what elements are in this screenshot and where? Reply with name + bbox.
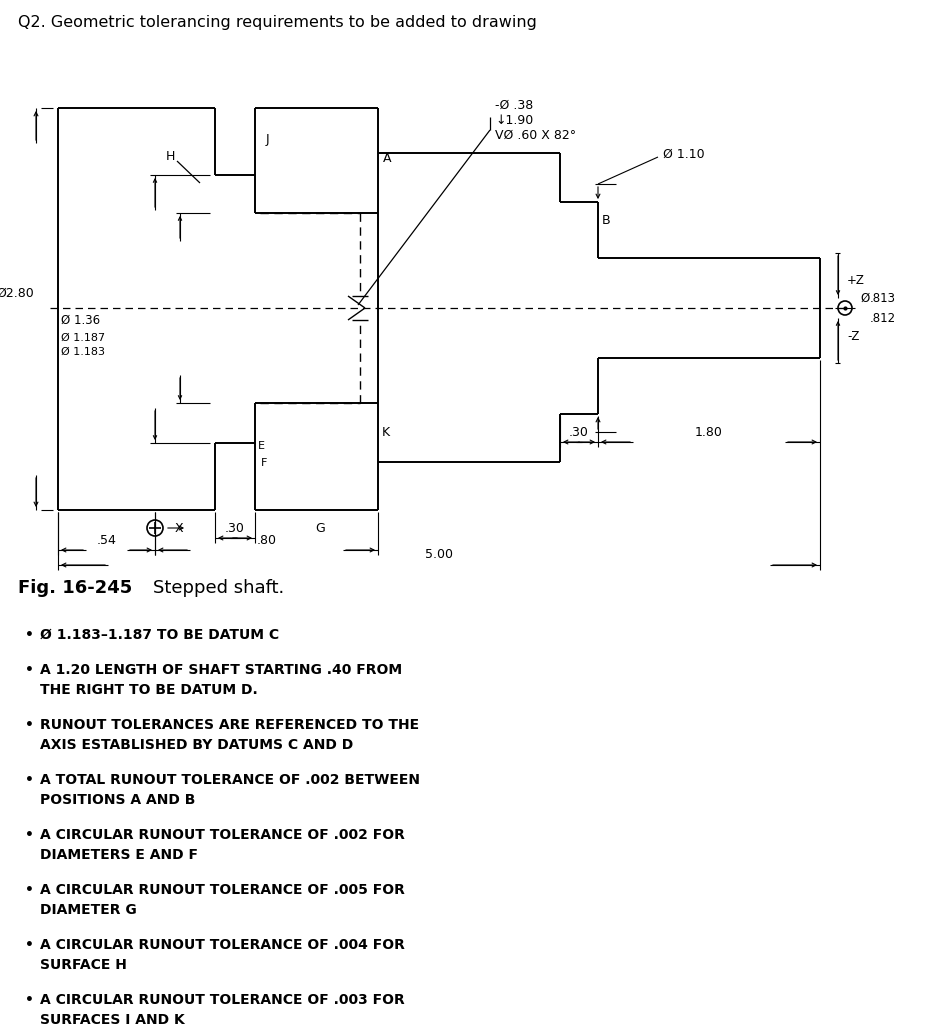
- Text: SURFACES J AND K: SURFACES J AND K: [40, 1013, 185, 1024]
- Text: Ø: Ø: [860, 292, 870, 304]
- Text: .813: .813: [870, 292, 896, 304]
- Text: DIAMETERS E AND F: DIAMETERS E AND F: [40, 848, 198, 862]
- Text: Ø 1.36: Ø 1.36: [61, 313, 100, 327]
- Text: A CIRCULAR RUNOUT TOLERANCE OF .003 FOR: A CIRCULAR RUNOUT TOLERANCE OF .003 FOR: [40, 993, 405, 1007]
- Text: AXIS ESTABLISHED BY DATUMS C AND D: AXIS ESTABLISHED BY DATUMS C AND D: [40, 738, 353, 752]
- Text: Ø 1.183–1.187 TO BE DATUM C: Ø 1.183–1.187 TO BE DATUM C: [40, 628, 279, 642]
- Text: K: K: [382, 426, 390, 438]
- Text: 1.80: 1.80: [695, 426, 723, 438]
- Text: Q2. Geometric tolerancing requirements to be added to drawing: Q2. Geometric tolerancing requirements t…: [18, 14, 537, 30]
- Text: A CIRCULAR RUNOUT TOLERANCE OF .004 FOR: A CIRCULAR RUNOUT TOLERANCE OF .004 FOR: [40, 938, 405, 952]
- Text: .30: .30: [225, 521, 245, 535]
- Text: •: •: [25, 828, 34, 842]
- Text: E: E: [258, 441, 265, 451]
- Text: 5.00: 5.00: [425, 549, 453, 561]
- Text: .812: .812: [870, 311, 896, 325]
- Text: .30: .30: [569, 426, 589, 438]
- Text: J: J: [265, 133, 269, 146]
- Text: •: •: [25, 938, 34, 952]
- Text: .54: .54: [96, 534, 117, 547]
- Text: A CIRCULAR RUNOUT TOLERANCE OF .005 FOR: A CIRCULAR RUNOUT TOLERANCE OF .005 FOR: [40, 883, 405, 897]
- Text: G: G: [315, 521, 325, 535]
- Text: DIAMETER G: DIAMETER G: [40, 903, 137, 918]
- Text: Ø 1.10: Ø 1.10: [663, 147, 705, 161]
- Text: THE RIGHT TO BE DATUM D.: THE RIGHT TO BE DATUM D.: [40, 683, 257, 697]
- Text: X: X: [175, 521, 183, 535]
- Text: •: •: [25, 773, 34, 787]
- Text: A 1.20 LENGTH OF SHAFT STARTING .40 FROM: A 1.20 LENGTH OF SHAFT STARTING .40 FROM: [40, 663, 402, 677]
- Text: B: B: [602, 213, 610, 226]
- Text: F: F: [261, 458, 268, 468]
- Text: .80: .80: [257, 534, 277, 547]
- Text: Ø2.80: Ø2.80: [0, 287, 34, 299]
- Text: H: H: [166, 151, 175, 164]
- Text: Ø 1.183: Ø 1.183: [61, 347, 105, 357]
- Text: RUNOUT TOLERANCES ARE REFERENCED TO THE: RUNOUT TOLERANCES ARE REFERENCED TO THE: [40, 718, 419, 732]
- Text: -Z: -Z: [847, 330, 859, 342]
- Text: SURFACE H: SURFACE H: [40, 958, 127, 972]
- Text: •: •: [25, 628, 34, 642]
- Text: ↓1.90: ↓1.90: [495, 114, 533, 127]
- Text: •: •: [25, 663, 34, 677]
- Text: VØ .60 X 82°: VØ .60 X 82°: [495, 128, 576, 141]
- Text: -Ø .38: -Ø .38: [495, 98, 533, 112]
- Text: •: •: [25, 993, 34, 1007]
- Text: +Z: +Z: [847, 273, 865, 287]
- Text: Ø 1.187: Ø 1.187: [61, 333, 106, 343]
- Text: A TOTAL RUNOUT TOLERANCE OF .002 BETWEEN: A TOTAL RUNOUT TOLERANCE OF .002 BETWEEN: [40, 773, 420, 787]
- Text: •: •: [25, 718, 34, 732]
- Text: A: A: [383, 152, 392, 165]
- Text: POSITIONS A AND B: POSITIONS A AND B: [40, 793, 195, 807]
- Text: Fig. 16-245: Fig. 16-245: [18, 579, 132, 597]
- Text: Stepped shaft.: Stepped shaft.: [130, 579, 284, 597]
- Text: •: •: [25, 883, 34, 897]
- Text: A CIRCULAR RUNOUT TOLERANCE OF .002 FOR: A CIRCULAR RUNOUT TOLERANCE OF .002 FOR: [40, 828, 405, 842]
